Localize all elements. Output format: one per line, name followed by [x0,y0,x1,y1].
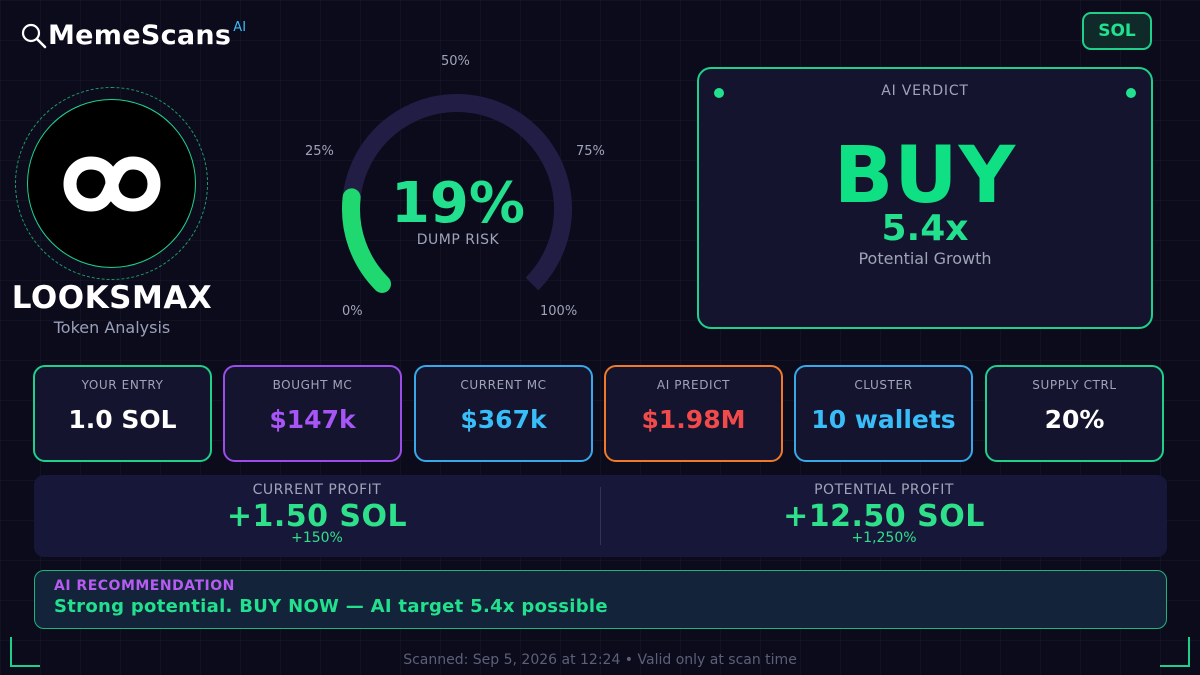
ai-verdict-card: AI VERDICT BUY 5.4x Potential Growth [697,67,1153,329]
verdict-title: AI VERDICT [881,83,969,99]
potential-profit-label: POTENTIAL PROFIT [814,482,954,498]
stat-value: $1.98M [641,405,746,434]
current-profit-label: CURRENT PROFIT [252,482,382,498]
gauge-tick-100: 100% [540,304,578,319]
stat-card-your-entry: YOUR ENTRY 1.0 SOL [33,365,212,462]
gauge-tick-25: 25% [305,144,334,159]
stat-label: SUPPLY CTRL [1032,378,1117,392]
verdict-decision: BUY [833,131,1017,221]
stat-label: AI PREDICT [656,378,731,392]
current-profit-pct: +150% [291,530,343,546]
stat-value: 20% [1044,405,1105,434]
gauge-tick-75: 75% [576,144,605,159]
infinity-icon [63,156,160,211]
token-name: LOOKSMAX [11,280,213,316]
token-logo-ring [15,87,208,280]
stat-value: 1.0 SOL [68,405,177,434]
dump-risk-label: DUMP RISK [416,232,500,248]
stat-card-ai-predict: AI PREDICT $1.98M [604,365,783,462]
token-subtitle: Token Analysis [53,318,171,337]
verdict-multiplier: 5.4x [881,208,969,249]
stat-label: CLUSTER [854,378,913,392]
ai-recommendation: AI RECOMMENDATION Strong potential. BUY … [34,570,1167,629]
recommendation-title: AI RECOMMENDATION [54,578,235,594]
corner-bracket-bottom-left [10,637,40,667]
stat-value: 10 wallets [811,405,956,434]
verdict-subtitle: Potential Growth [858,249,992,268]
current-profit-value: +1.50 SOL [226,499,408,534]
gauge-tick-50: 50% [441,54,470,69]
brand: MemeScans AI [20,18,246,54]
stat-label: CURRENT MC [460,378,547,392]
token-logo [27,99,196,268]
stat-label: BOUGHT MC [272,378,353,392]
stat-card-supply-ctrl: SUPPLY CTRL 20% [985,365,1164,462]
status-dot-left [714,88,724,98]
brand-name: MemeScans [48,20,232,51]
profit-divider [600,487,601,545]
current-profit: CURRENT PROFIT +1.50 SOL +150% [34,475,600,557]
stat-value: $147k [269,405,356,434]
potential-profit-pct: +1,250% [851,530,917,546]
dump-risk-value: 19% [390,171,526,236]
stat-card-bought-mc: BOUGHT MC $147k [223,365,402,462]
stat-card-current-mc: CURRENT MC $367k [414,365,593,462]
dump-risk-gauge [342,94,572,293]
status-dot-right [1126,88,1136,98]
gauge-tick-0: 0% [342,304,363,319]
profit-panel: CURRENT PROFIT +1.50 SOL +150% POTENTIAL… [34,475,1167,557]
magnifier-icon [21,23,47,49]
brand-ai-badge: AI [233,20,247,35]
stat-value: $367k [460,405,547,434]
potential-profit: POTENTIAL PROFIT +12.50 SOL +1,250% [601,475,1167,557]
chain-badge[interactable]: SOL [1082,12,1152,50]
recommendation-text: Strong potential. BUY NOW — AI target 5.… [54,596,608,617]
stat-label: YOUR ENTRY [81,378,164,392]
stat-card-cluster: CLUSTER 10 wallets [794,365,973,462]
scan-footer: Scanned: Sep 5, 2026 at 12:24 • Valid on… [403,652,797,668]
gauge-fill [342,188,392,293]
potential-profit-value: +12.50 SOL [783,499,985,534]
corner-bracket-bottom-right [1160,637,1190,667]
